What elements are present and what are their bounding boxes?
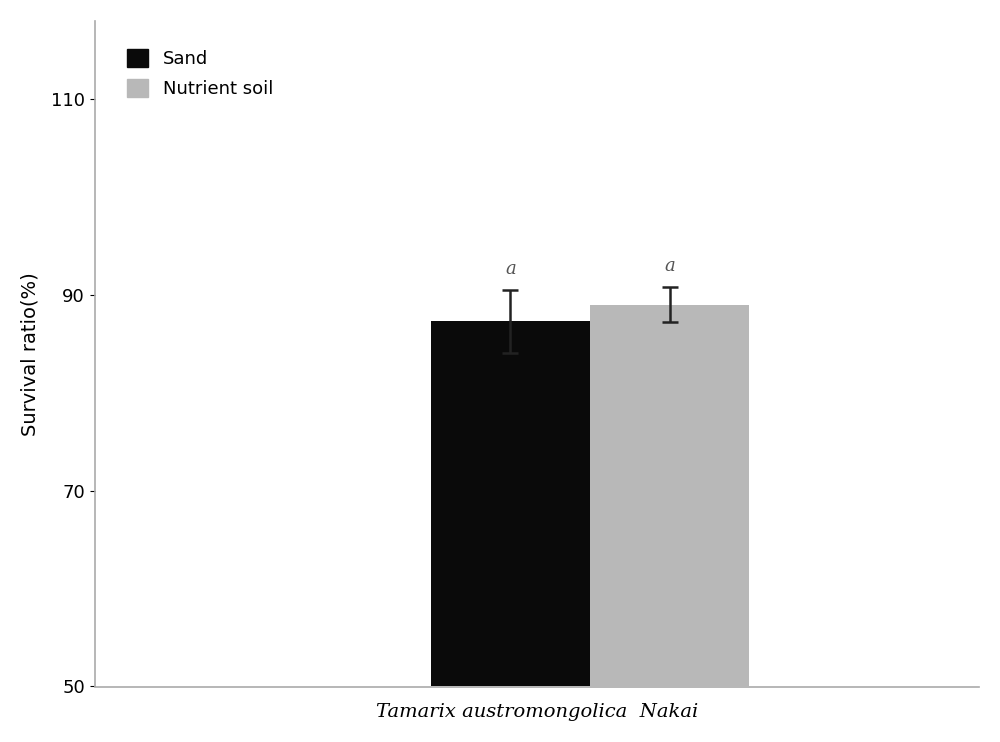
Text: a: a: [664, 257, 675, 275]
Y-axis label: Survival ratio(%): Survival ratio(%): [21, 272, 40, 436]
Text: a: a: [505, 260, 516, 278]
X-axis label: Tamarix austromongolica  Nakai: Tamarix austromongolica Nakai: [376, 703, 698, 721]
Bar: [590, 305, 749, 686]
Legend: Sand, Nutrient soil: Sand, Nutrient soil: [121, 43, 279, 104]
Bar: [431, 321, 590, 686]
